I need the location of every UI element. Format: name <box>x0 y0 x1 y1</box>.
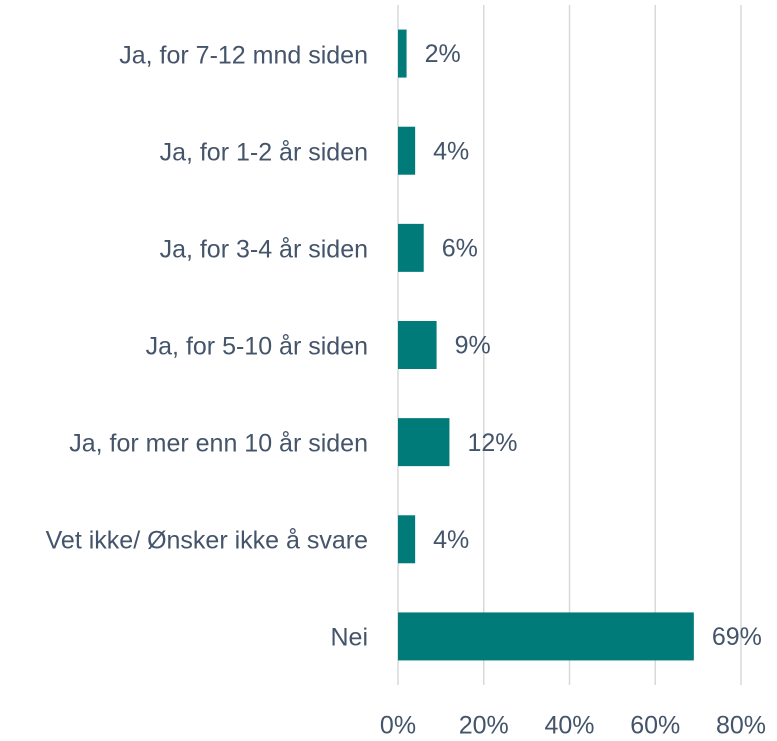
x-tick-label: 20% <box>459 712 509 740</box>
y-tick-label: Ja, for 3-4 år siden <box>159 235 368 264</box>
category-label-box: Ja, for 5-10 år siden <box>18 332 368 363</box>
bar <box>398 321 437 369</box>
x-tick-label: 80% <box>716 712 766 740</box>
y-tick-label: Nei <box>330 623 368 652</box>
value-label: 69% <box>712 623 762 651</box>
bar <box>398 223 424 272</box>
x-tick-label: 60% <box>630 712 680 740</box>
category-label-box: Nei <box>18 623 368 654</box>
bar <box>398 126 416 175</box>
category-label-box: Ja, for mer enn 10 år siden <box>18 429 368 460</box>
x-tick-label: 40% <box>544 712 594 740</box>
category-label-box: Vet ikke/ Ønsker ikke å svare <box>18 526 368 557</box>
value-label: 9% <box>455 332 491 360</box>
y-tick-label: Ja, for 7-12 mnd siden <box>119 41 368 70</box>
value-label: 4% <box>433 526 469 554</box>
value-label: 6% <box>442 234 478 262</box>
y-tick-label: Ja, for 5-10 år siden <box>145 332 368 361</box>
y-tick-label: Vet ikke/ Ønsker ikke å svare <box>45 526 368 555</box>
bar <box>398 418 450 467</box>
bar <box>398 29 407 78</box>
bar <box>398 612 694 661</box>
x-tick-label: 0% <box>380 712 416 740</box>
y-tick-label: Ja, for mer enn 10 år siden <box>69 429 368 458</box>
bar <box>398 515 416 564</box>
value-label: 12% <box>467 429 517 457</box>
y-tick-label: Ja, for 1-2 år siden <box>159 138 368 167</box>
value-label: 2% <box>425 40 461 68</box>
category-label-box: Ja, for 1-2 år siden <box>18 137 368 168</box>
category-label-box: Ja, for 7-12 mnd siden <box>18 40 368 71</box>
category-label-box: Ja, for 3-4 år siden <box>18 234 368 265</box>
value-label: 4% <box>433 137 469 165</box>
